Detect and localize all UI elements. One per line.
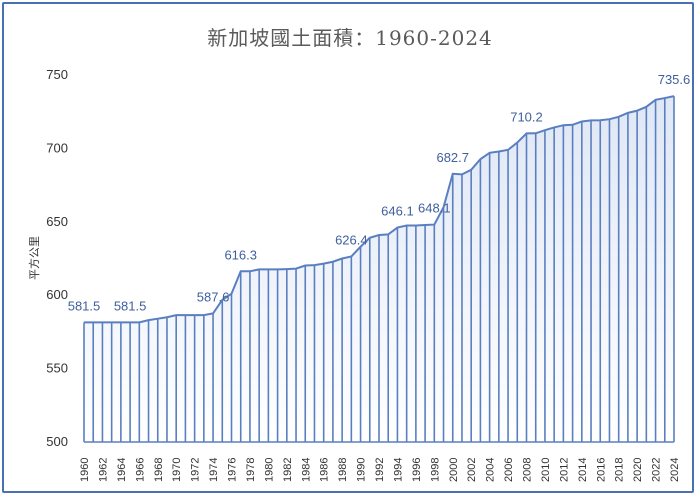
x-tick-label: 2018 [614,458,626,482]
x-tick-label: 2022 [651,458,663,482]
x-tick-label: 2024 [669,458,681,482]
x-tick-label: 2016 [595,458,607,482]
data-label-1974: 587.6 [197,289,230,304]
data-label-1965: 581.5 [114,298,147,313]
y-tick-label: 650 [46,214,68,229]
x-tick-label: 1968 [153,458,165,482]
x-tick-label: 1980 [263,458,275,482]
x-tick-label: 1976 [227,458,239,482]
x-tick-label: 1984 [300,458,312,482]
y-tick-label: 750 [46,67,68,82]
x-tick-label: 1994 [392,458,404,482]
x-tick-label: 1982 [282,458,294,482]
x-tick-label: 2014 [577,458,589,482]
y-axis-label: 平方公里 [27,236,41,280]
x-tick-label: 2010 [540,458,552,482]
x-tick-label: 1992 [374,458,386,482]
x-tick-label: 1998 [429,458,441,482]
data-label-1998: 648.1 [418,201,451,216]
chart-title: 新加坡國土面積：1960-2024 [207,26,493,50]
x-tick-label: 1988 [337,458,349,482]
x-tick-label: 1974 [208,458,220,482]
x-tick-label: 2000 [448,458,460,482]
x-tick-label: 2012 [558,458,570,482]
x-tick-label: 2004 [485,458,497,482]
x-tick-label: 2002 [466,458,478,482]
x-tick-label: 1996 [411,458,423,482]
series-line [84,95,675,324]
x-tick-label: 1962 [97,458,109,482]
y-tick-label: 700 [46,140,68,155]
data-label-1994: 646.1 [381,204,414,219]
data-label-1960: 581.5 [68,298,101,313]
data-label-1977: 616.3 [224,247,257,262]
x-tick-label: 1964 [116,458,128,482]
x-tick-label: 1966 [134,458,146,482]
data-label-2000: 682.7 [436,150,469,165]
x-tick-label: 2006 [503,458,515,482]
data-label-2024: 735.6 [658,72,691,87]
data-label-2008: 710.2 [510,109,543,124]
x-tick-label: 1986 [319,458,331,482]
y-tick-label: 500 [46,434,68,449]
x-tick-label: 1990 [356,458,368,482]
data-label-1989: 626.4 [335,232,368,247]
x-tick-label: 1978 [245,458,257,482]
x-tick-label: 2020 [632,458,644,482]
x-tick-label: 1960 [79,458,91,482]
x-tick-label: 1970 [171,458,183,482]
y-tick-label: 550 [46,361,68,376]
y-tick-label: 600 [46,287,68,302]
x-tick-label: 2008 [522,458,534,482]
x-tick-label: 1972 [190,458,202,482]
